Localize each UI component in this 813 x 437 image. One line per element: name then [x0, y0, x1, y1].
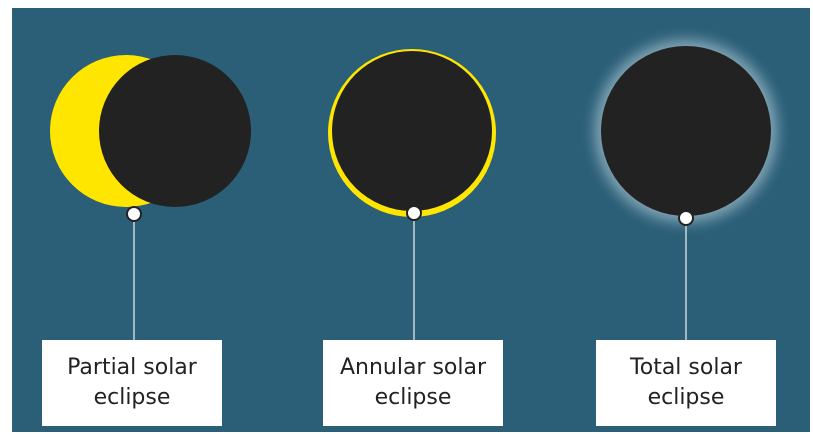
marker: [679, 211, 693, 225]
marker: [127, 207, 141, 221]
label: Annular solar eclipse: [323, 340, 503, 426]
label: Total solar eclipse: [596, 340, 776, 426]
moon: [99, 55, 251, 207]
eclipse-diagram: Partial solar eclipse Annular solar ecli…: [0, 0, 813, 437]
label: Partial solar eclipse: [42, 340, 222, 426]
moon: [601, 46, 771, 216]
moon: [332, 51, 492, 211]
marker: [407, 206, 421, 220]
